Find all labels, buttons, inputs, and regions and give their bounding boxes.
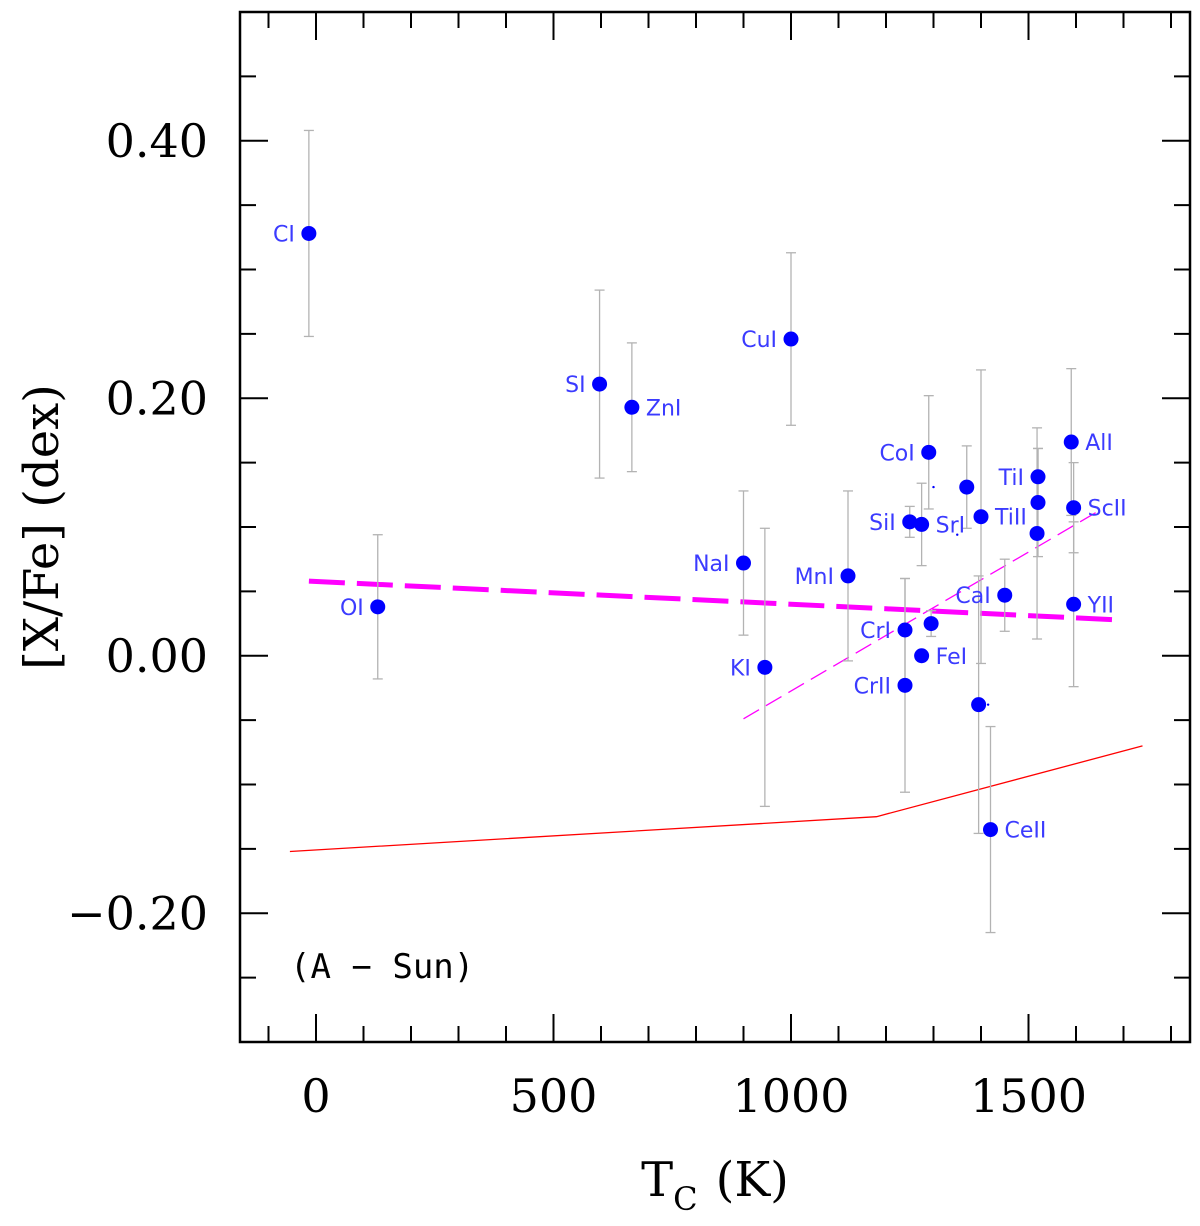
- axis-ticks: [240, 12, 1190, 1043]
- point-label-ki: KI: [730, 656, 751, 681]
- x-axis-title-unit: (K): [716, 1152, 789, 1208]
- point-ci: [301, 225, 317, 241]
- point-oi: [370, 599, 386, 615]
- point-label-zni: ZnI: [646, 396, 682, 421]
- point-label-ci: CI: [273, 222, 295, 247]
- tiny-dot: [956, 533, 959, 536]
- point-label-sri: SrI: [936, 513, 966, 538]
- point-label-sii: SiI: [869, 511, 896, 536]
- point-label-scii: ScII: [1088, 497, 1127, 522]
- point-label-mni: MnI: [795, 565, 834, 590]
- x-axis-title-main: T: [641, 1152, 673, 1208]
- point-sri: [914, 516, 930, 532]
- point-label-ali: AlI: [1085, 431, 1113, 456]
- point-labels: CI OI SI ZnI CuI NaI KI MnI CoI SiI SrI TiII TiI AlI S…: [273, 222, 1127, 843]
- y-tick-label-0-00: 0.00: [106, 629, 208, 683]
- point-mni: [840, 568, 856, 584]
- y-tick-label-0-20: −0.20: [67, 886, 208, 940]
- point-label-cai: CaI: [955, 584, 990, 609]
- trend-lines: [289, 509, 1143, 853]
- point-cui: [783, 331, 799, 347]
- point-label-crii: CrII: [854, 674, 891, 699]
- point-cai: [997, 587, 1013, 603]
- axis-tick-labels: 0 500 1000 1500 0.40 0.20 0.00 −0.20: [67, 114, 1087, 1123]
- fit-thin-dashed: [743, 509, 1101, 720]
- plot-frame: [238, 10, 1192, 1044]
- point-label-cri: CrI: [860, 619, 891, 644]
- y-axis-title: [X/Fe] (dex): [14, 384, 70, 670]
- point-label-tii: TiI: [998, 466, 1024, 491]
- point-yii: [1066, 596, 1082, 612]
- reference-line: [289, 745, 1143, 853]
- point-unlabeled-24: [971, 697, 987, 713]
- point-fei: [914, 648, 930, 664]
- point-ceii: [983, 822, 998, 838]
- tiny-dot: [986, 703, 990, 706]
- point-label-yii: YII: [1087, 593, 1114, 618]
- x-tick-label-1500: 1500: [970, 1069, 1087, 1123]
- point-crii: [897, 677, 913, 693]
- point-unlabeled-14: [1030, 495, 1046, 511]
- y-tick-label-0-20: 0.20: [106, 371, 208, 425]
- point-tiii: [973, 509, 989, 525]
- point-label-nai: NaI: [693, 552, 729, 577]
- point-coi: [921, 444, 937, 460]
- data-points: [301, 225, 1082, 838]
- point-label-tiii: TiII: [994, 506, 1027, 531]
- point-si: [592, 376, 608, 392]
- tiny-dot: [932, 485, 935, 489]
- point-unlabeled-11: [959, 479, 975, 495]
- point-label-ceii: CeII: [1005, 819, 1047, 844]
- point-sii: [902, 514, 918, 530]
- y-tick-label-0-40: 0.40: [106, 114, 208, 168]
- point-label-si: SI: [565, 373, 585, 398]
- point-unlabeled-15: [1029, 525, 1045, 541]
- point-label-coi: CoI: [879, 441, 914, 466]
- point-cri: [897, 622, 913, 638]
- point-label-cui: CuI: [741, 328, 777, 353]
- x-axis-title: TC (K): [641, 1152, 789, 1218]
- point-ki: [757, 659, 773, 675]
- x-tick-label-500: 500: [510, 1069, 598, 1123]
- x-tick-label-0: 0: [301, 1069, 330, 1123]
- point-label-oi: OI: [340, 596, 364, 621]
- point-tii: [1030, 469, 1046, 485]
- fit-thick-dashed: [308, 578, 1115, 623]
- point-ali: [1063, 434, 1079, 450]
- point-zni: [624, 399, 640, 415]
- point-nai: [736, 555, 751, 571]
- point-scii: [1066, 500, 1082, 516]
- x-axis-title-sub: C: [673, 1180, 697, 1218]
- point-label-fei: FeI: [936, 645, 967, 670]
- point-unlabeled-21: [923, 616, 939, 632]
- panel-annotation: (A − Sun): [290, 947, 474, 987]
- x-tick-label-1000: 1000: [732, 1069, 849, 1123]
